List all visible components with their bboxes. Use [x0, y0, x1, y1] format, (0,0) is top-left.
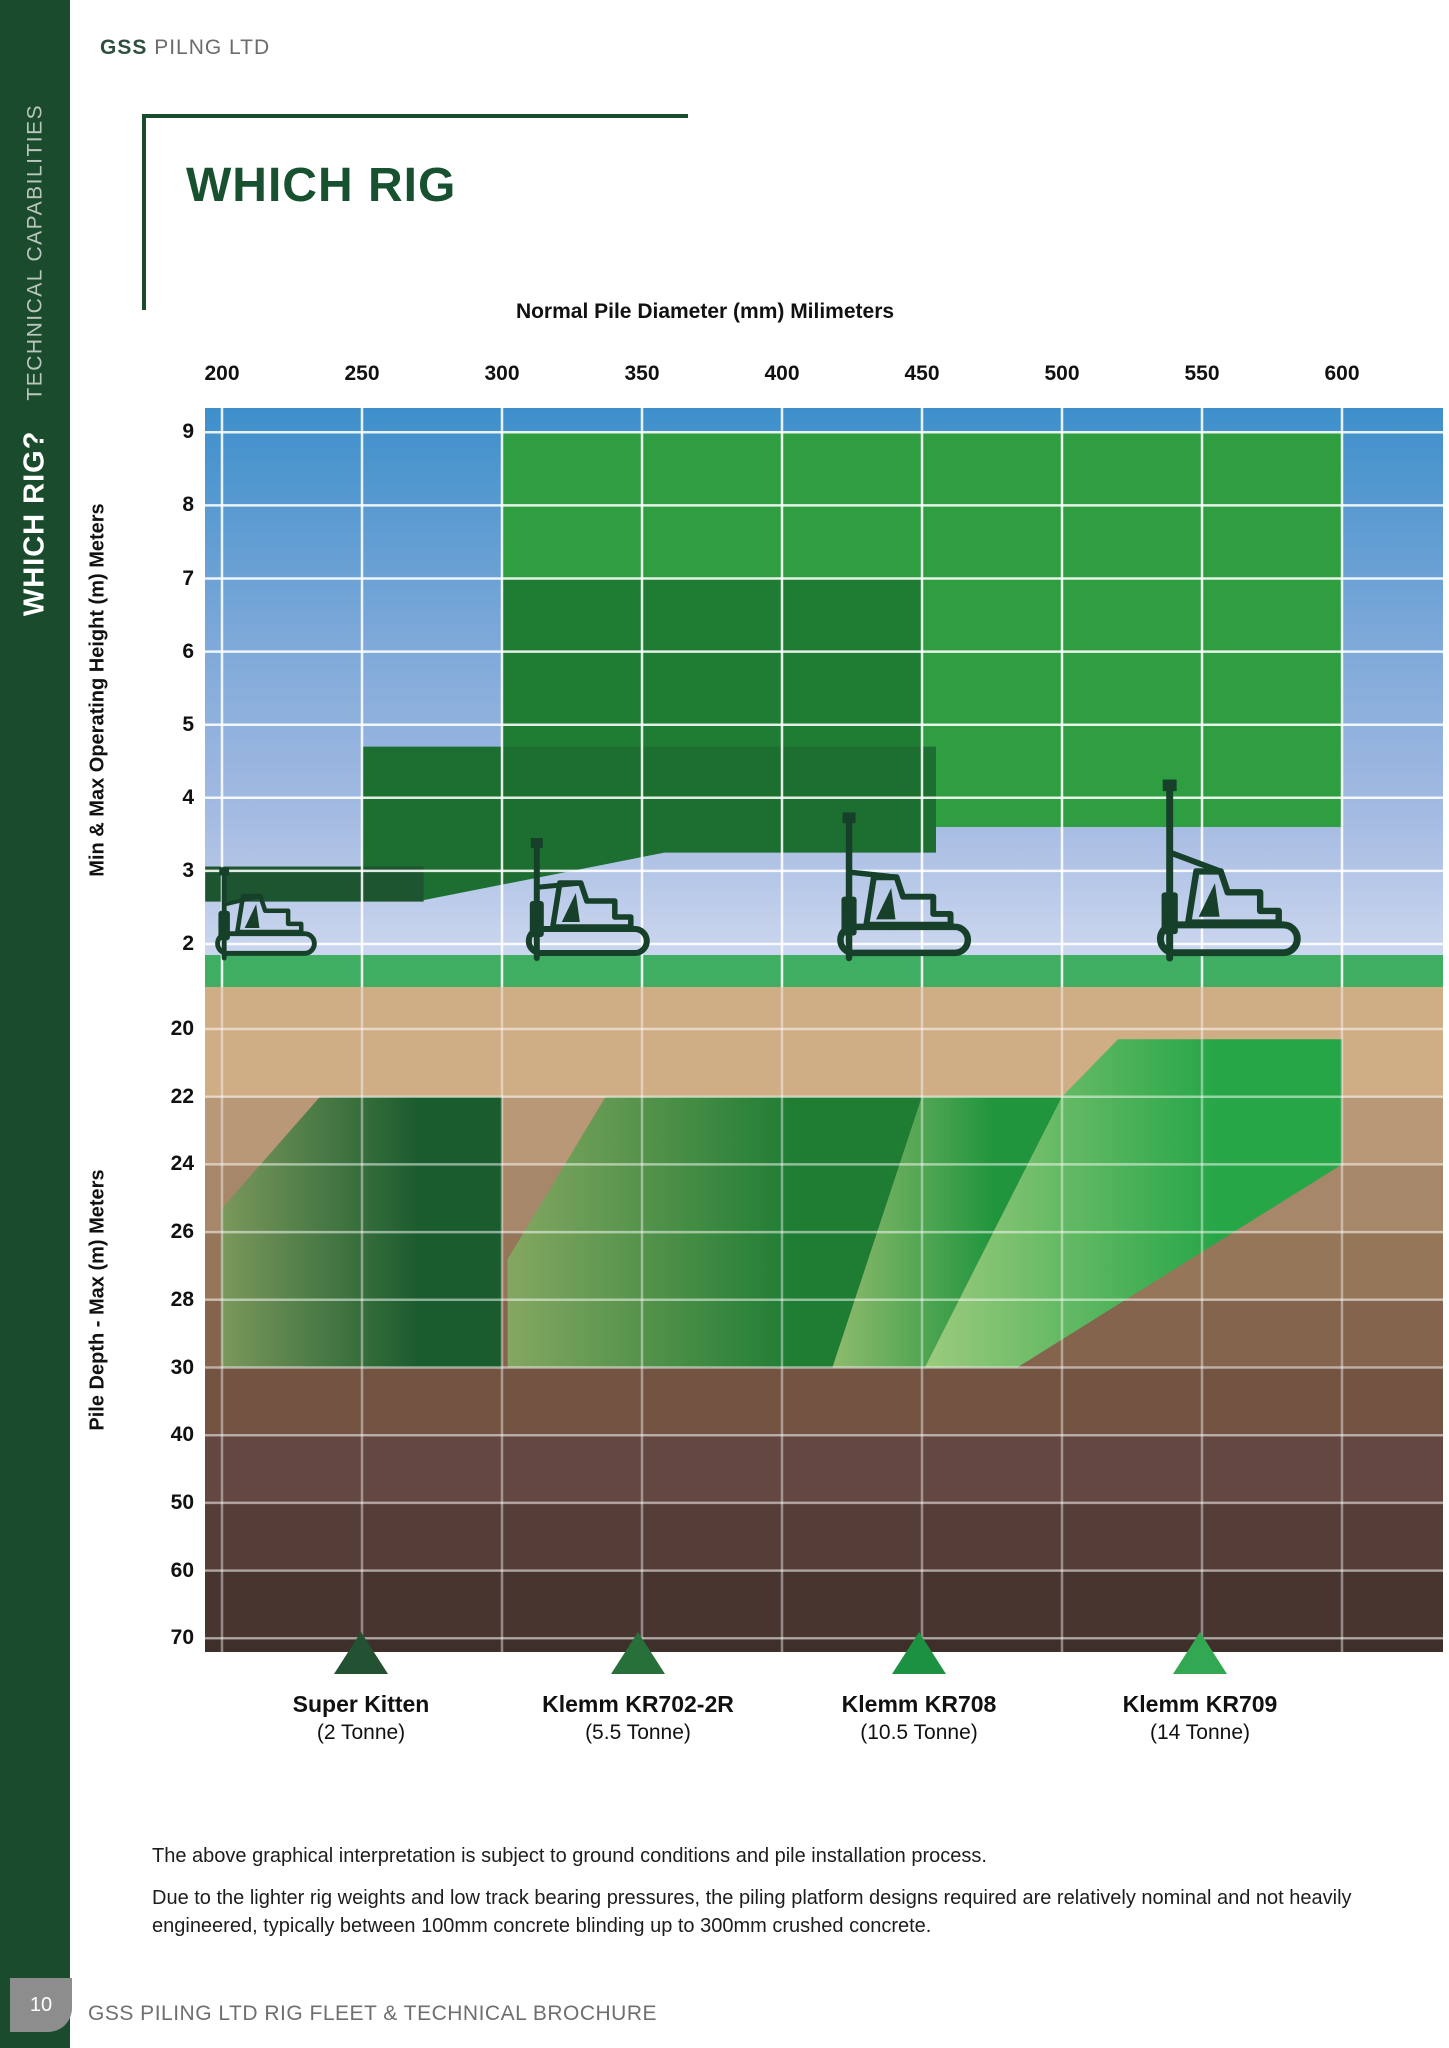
legend-rig-name: Klemm KR708	[841, 1691, 997, 1717]
depth-tick-26: 26	[170, 1220, 194, 1244]
title-rule-vertical	[142, 114, 146, 310]
depth-tick-70: 70	[170, 1626, 194, 1650]
legend-triangle-icon	[334, 1632, 388, 1674]
x-tick-250: 250	[344, 362, 380, 385]
legend-item-super-kitten: Super Kitten (2 Tonne)	[246, 1632, 476, 1745]
rig-capability-chart	[205, 408, 1443, 1652]
legend-rig-name: Klemm KR709	[1122, 1691, 1278, 1717]
legend-rig-tonnage: (10.5 Tonne)	[860, 1721, 978, 1744]
height-tick-6: 6	[182, 639, 194, 663]
legend-item-klemm-kr702-2r: Klemm KR702-2R (5.5 Tonne)	[523, 1632, 753, 1745]
x-tick-600: 600	[1324, 362, 1360, 385]
soil-layer	[205, 1638, 1443, 1652]
height-range-super-kitten	[205, 866, 424, 902]
height-tick-3: 3	[182, 858, 194, 882]
depth-band-klemm-kr709	[924, 1039, 1342, 1368]
legend-rig-tonnage: (14 Tonne)	[1149, 1721, 1251, 1744]
sidebar-subtitle: TECHNICAL CAPABILITIES	[23, 103, 46, 401]
brand-secondary: PILNG LTD	[147, 36, 271, 59]
soil-layer	[205, 1435, 1443, 1503]
x-tick-550: 550	[1184, 362, 1220, 385]
x-tick-350: 350	[624, 362, 660, 385]
depth-tick-50: 50	[170, 1490, 194, 1514]
title-rule-horizontal	[142, 114, 688, 118]
height-tick-2: 2	[182, 932, 194, 955]
height-tick-4: 4	[182, 785, 194, 809]
depth-tick-20: 20	[170, 1017, 194, 1040]
legend-item-klemm-kr709: Klemm KR709 (14 Tonne)	[1085, 1632, 1315, 1745]
page-number-badge: 10	[10, 1978, 72, 2032]
rig-icon-klemm-kr708	[837, 812, 972, 962]
depth-tick-24: 24	[170, 1152, 194, 1176]
page-title: WHICH RIG	[186, 159, 457, 212]
height-tick-9: 9	[182, 420, 194, 444]
rig-icon-klemm-kr702-2r	[525, 838, 650, 961]
sidebar: WHICH RIG? TECHNICAL CAPABILITIES	[0, 0, 70, 2048]
height-tick-8: 8	[182, 493, 194, 517]
soil-layer	[205, 1367, 1443, 1436]
page-number: 10	[29, 1993, 53, 2016]
x-tick-200: 200	[204, 362, 240, 385]
legend-rig-name: Super Kitten	[292, 1691, 430, 1717]
chart-canvas	[205, 408, 1443, 1652]
rig-icon-super-kitten	[215, 867, 317, 961]
sidebar-vertical-text: WHICH RIG? TECHNICAL CAPABILITIES	[0, 60, 70, 660]
brand-primary: GSS	[100, 36, 148, 59]
footer-text: GSS PILING LTD RIG FLEET & TECHNICAL BRO…	[88, 2002, 658, 2025]
depth-tick-40: 40	[170, 1423, 194, 1447]
legend-triangle-icon	[892, 1632, 946, 1674]
note-line-1: The above graphical interpretation is su…	[152, 1845, 987, 1867]
x-tick-450: 450	[904, 362, 940, 385]
depth-tick-30: 30	[170, 1355, 194, 1379]
x-tick-400: 400	[764, 362, 800, 385]
legend-rig-name: Klemm KR702-2R	[542, 1691, 734, 1717]
height-tick-7: 7	[182, 566, 194, 590]
legend-triangle-icon	[611, 1632, 665, 1674]
legend-triangle-icon	[1173, 1632, 1227, 1674]
depth-tick-28: 28	[170, 1287, 194, 1311]
soil-layer	[205, 1502, 1443, 1571]
brand-header: GSS PILNG LTD	[100, 36, 270, 60]
x-tick-300: 300	[484, 362, 520, 385]
legend-rig-tonnage: (5.5 Tonne)	[585, 1721, 691, 1744]
note-line-2: Due to the lighter rig weights and low t…	[152, 1887, 1352, 1938]
sidebar-title: WHICH RIG?	[18, 430, 51, 617]
chart-x-axis-title: Normal Pile Diameter (mm) Milimeters	[515, 300, 895, 323]
depth-tick-22: 22	[170, 1084, 194, 1108]
legend-rig-tonnage: (2 Tonne)	[316, 1721, 406, 1744]
height-range-klemm-kr702-2r	[362, 746, 936, 901]
grass-strip	[205, 955, 1443, 987]
soil-layer	[205, 1570, 1443, 1639]
x-tick-500: 500	[1044, 362, 1080, 385]
rig-icon-klemm-kr709	[1156, 779, 1301, 962]
legend-item-klemm-kr708: Klemm KR708 (10.5 Tonne)	[804, 1632, 1034, 1745]
depth-tick-60: 60	[170, 1558, 194, 1582]
height-tick-5: 5	[182, 712, 194, 736]
